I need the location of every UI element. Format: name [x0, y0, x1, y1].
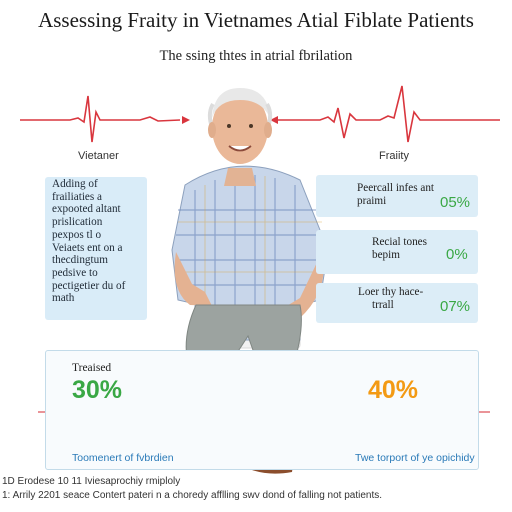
arrow-top-right-icon	[270, 116, 278, 124]
stat-box-3	[316, 283, 478, 323]
stat-box-3-label-line: Loer thy hace-	[358, 286, 424, 298]
stat-box-1-label-line: Peercall infes ant	[357, 182, 435, 194]
treated-label: Treaised	[72, 362, 112, 374]
left-info-box	[45, 177, 147, 320]
left-info-line: pectigetier du of	[52, 279, 126, 292]
stat-box-1-label: Peercall infes ant praimi	[357, 182, 434, 207]
page-subtitle: The ssing thtes in atrial fbrilation	[159, 48, 353, 64]
left-info-line: frailiaties a	[52, 190, 103, 203]
left-info-line: Veiaets ent on a	[52, 241, 123, 254]
stat-box-1	[316, 175, 478, 217]
bottom-panel	[45, 350, 479, 470]
arrow-top-left-icon	[182, 116, 190, 124]
stat-box-3-value: 07%	[440, 298, 471, 315]
left-info-line: expooted altant	[52, 203, 121, 216]
stat-box-2-label-line: Recial tones	[372, 236, 427, 248]
page-title: Assessing Fraity in Vietnames Atial Fibl…	[38, 8, 474, 32]
left-info-line: math	[52, 292, 75, 305]
footnote-2: 1: Arrily 2201 seace Contert pateri n a …	[2, 490, 383, 501]
ecg-line-right	[270, 85, 500, 143]
right-percentage: 40%	[368, 376, 419, 404]
ecg-line-left	[20, 95, 181, 143]
label-right: Fraiity	[379, 150, 409, 162]
stat-box-2-value: 0%	[446, 246, 468, 263]
left-percentage: 30%	[72, 376, 123, 404]
left-caption: Toomenert of fvbrdien	[72, 452, 174, 464]
stat-box-2-label: Recial tones bepim	[372, 236, 427, 261]
footnote-1: 1D Erodese 10 11 Iviesaprochiy rmiploly	[2, 476, 181, 487]
right-caption: Twe torport of ye opichidy	[355, 452, 475, 464]
stat-box-1-label-line: praimi	[357, 194, 387, 207]
left-info-line: thecdingtum	[52, 254, 108, 267]
left-info-line: Adding of	[52, 178, 98, 190]
left-info-line: prislication	[52, 216, 103, 229]
stat-box-2-label-line: bepim	[372, 248, 400, 261]
stat-box-1-value: 05%	[440, 194, 471, 211]
left-info-line: pedsive to	[52, 266, 98, 279]
stat-box-2	[316, 230, 478, 274]
stat-box-3-label-line: trrall	[372, 298, 394, 311]
stat-box-3-label: Loer thy hace- trrall	[358, 286, 423, 311]
left-info-text: Adding of frailiaties a expooted altant …	[52, 178, 152, 305]
left-info-line: pexpos tl o	[52, 228, 102, 241]
label-left: Vietaner	[78, 150, 119, 162]
